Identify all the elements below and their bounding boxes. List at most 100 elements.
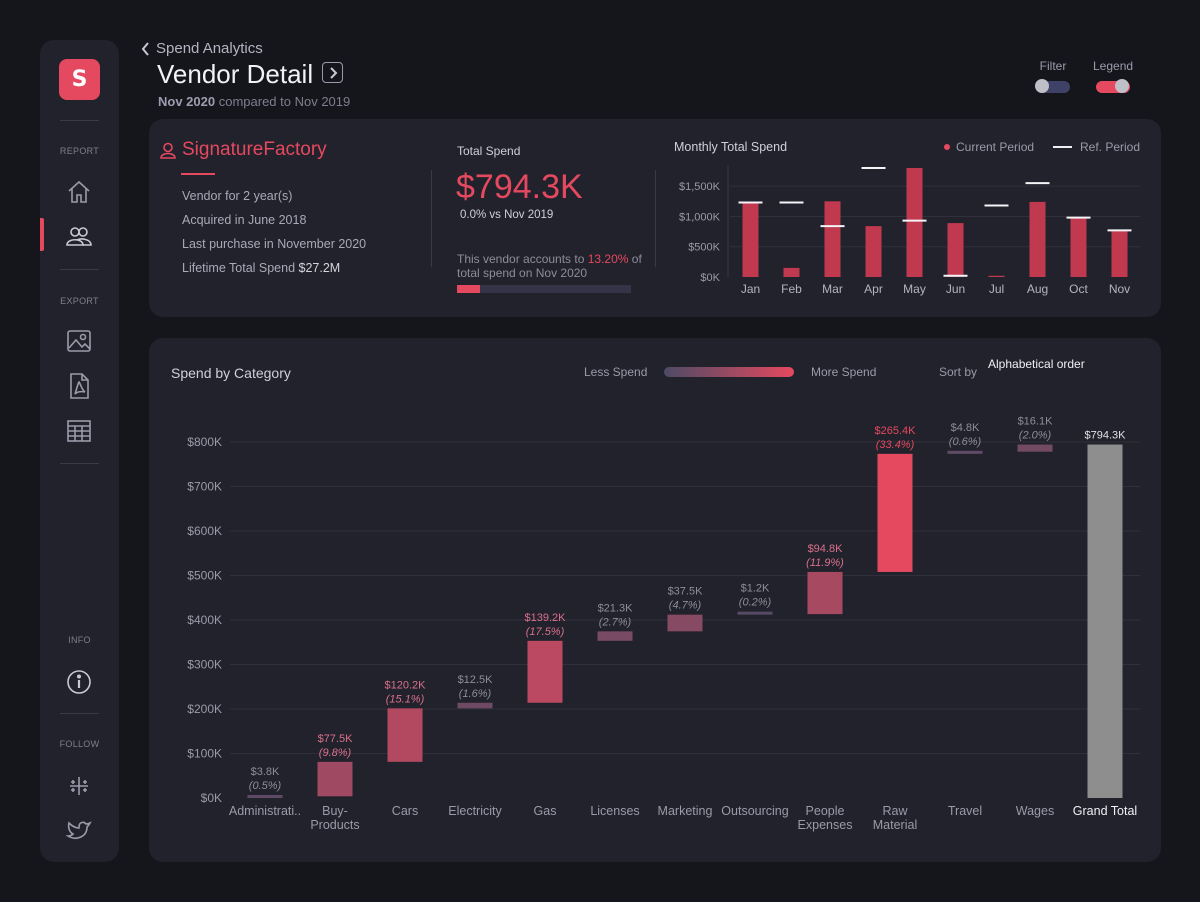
next-page-button[interactable]: [322, 62, 343, 83]
month-label: Feb: [781, 282, 802, 296]
total-spend-vs: 0.0% vs Nov 2019: [460, 209, 554, 221]
info-section-label: INFO: [68, 635, 91, 645]
lifetime-value: $27.2M: [298, 261, 341, 275]
filter-toggle-group: Filter: [1035, 59, 1070, 93]
value-label: $12.5K: [458, 674, 494, 686]
more-spend-label: More Spend: [811, 365, 877, 379]
pdf-icon[interactable]: [64, 371, 94, 401]
logo-letter: S: [71, 67, 88, 92]
month-label: Mar: [822, 282, 843, 296]
share-progress-bar: [457, 285, 631, 293]
total-spend-value: $794.3K: [456, 168, 583, 206]
legend-dot-icon: [944, 144, 950, 150]
vendor-acquired: Acquired in June 2018: [182, 213, 307, 227]
month-label: Jul: [989, 282, 1004, 296]
y-tick-label: $600K: [187, 524, 222, 538]
legend-label: Legend: [1093, 59, 1134, 73]
legend-current: Current Period: [944, 140, 1034, 154]
filter-toggle[interactable]: [1035, 79, 1070, 93]
category-bar: [947, 450, 983, 454]
legend-line-icon: [1053, 146, 1072, 148]
monthly-bar: [824, 201, 841, 277]
category-label: Grand Total: [1073, 804, 1137, 818]
share-progress-fill: [457, 285, 480, 293]
value-label: $1.2K: [741, 583, 770, 595]
category-bar: [667, 614, 703, 632]
vendor-share-text: This vendor accounts to 13.20% of total …: [457, 252, 642, 280]
monthly-bar: [947, 223, 964, 277]
panel-separator: [431, 170, 432, 267]
value-label: $37.5K: [668, 586, 704, 598]
vendor-underline: [181, 173, 215, 175]
category-label: Gas: [534, 804, 557, 818]
chevron-left-icon: [141, 41, 149, 56]
percent-label: (0.6%): [949, 436, 982, 448]
sort-select[interactable]: Alphabetical order: [988, 357, 1085, 371]
percent-label: (2.7%): [599, 616, 632, 628]
app-logo[interactable]: S: [59, 59, 100, 100]
image-icon[interactable]: [64, 326, 94, 356]
percent-label: (15.1%): [386, 693, 425, 705]
spend-gradient-legend: [664, 367, 794, 377]
monthly-bar: [1070, 217, 1087, 277]
percent-label: (9.8%): [319, 747, 352, 759]
value-label: $94.8K: [808, 543, 844, 555]
vendor-name-text: SignatureFactory: [182, 139, 327, 160]
user-icon: [160, 142, 176, 159]
info-icon[interactable]: [64, 667, 94, 697]
y-tick-label: $1,500K: [679, 181, 721, 193]
breadcrumb-back[interactable]: Spend Analytics: [141, 40, 263, 57]
category-label: Products: [310, 818, 359, 832]
percent-label: (4.7%): [669, 600, 702, 612]
y-tick-label: $800K: [187, 435, 222, 449]
value-label: $4.8K: [951, 422, 980, 434]
vendor-years: Vendor for 2 year(s): [182, 189, 293, 203]
report-section-label: REPORT: [59, 146, 100, 156]
category-bar: [877, 453, 913, 572]
percent-label: (33.4%): [876, 439, 915, 451]
share-percent: 13.20%: [587, 252, 629, 266]
sidebar-divider: [60, 269, 99, 270]
legend-toggle[interactable]: [1096, 79, 1130, 93]
period-value: Nov 2020: [158, 94, 216, 109]
category-label: Electricity: [448, 804, 502, 818]
y-tick-label: $700K: [187, 480, 222, 494]
lifetime-label: Lifetime Total Spend: [182, 261, 296, 275]
twitter-icon[interactable]: [64, 816, 94, 846]
category-label: Administrati..: [229, 804, 301, 818]
value-label: $794.3K: [1085, 430, 1127, 442]
active-indicator: [40, 218, 44, 251]
monthly-bar: [1029, 201, 1046, 277]
category-bar: [737, 611, 773, 615]
total-spend-label: Total Spend: [457, 144, 521, 158]
monthly-bar: [742, 202, 759, 277]
category-label: Cars: [392, 804, 418, 818]
monthly-bar: [865, 226, 882, 277]
y-tick-label: $400K: [187, 613, 222, 627]
category-label: Expenses: [798, 818, 853, 832]
less-spend-label: Less Spend: [584, 365, 648, 379]
category-bar: [247, 795, 283, 798]
month-label: May: [903, 282, 926, 296]
percent-label: (2.0%): [1019, 430, 1052, 442]
home-icon[interactable]: [64, 177, 94, 207]
category-label: Marketing: [658, 804, 713, 818]
monthly-chart: $0K $500K $1,000K $1,500K Jan Feb Mar Apr May Jun…: [679, 165, 1140, 296]
table-icon[interactable]: [64, 416, 94, 446]
filter-label: Filter: [1039, 59, 1067, 73]
export-section-label: EXPORT: [60, 296, 99, 306]
month-label: Aug: [1027, 282, 1048, 296]
value-label: $3.8K: [251, 766, 280, 778]
category-bar: [457, 702, 493, 709]
category-bar: [1087, 444, 1123, 798]
users-icon[interactable]: [64, 221, 94, 251]
sidebar-divider: [60, 120, 99, 121]
value-label: $16.1K: [1018, 416, 1054, 428]
category-chart: $0K $100K $200K $300K $400K $500K $600K $700K $8…: [187, 416, 1140, 832]
monthly-chart-title: Monthly Total Spend: [674, 140, 788, 154]
legend-toggle-knob: [1115, 79, 1129, 93]
category-bar: [1017, 444, 1053, 452]
category-chart-title: Spend by Category: [171, 365, 291, 381]
legend-toggle-group: Legend: [1093, 59, 1133, 93]
tableau-icon[interactable]: [64, 771, 94, 801]
